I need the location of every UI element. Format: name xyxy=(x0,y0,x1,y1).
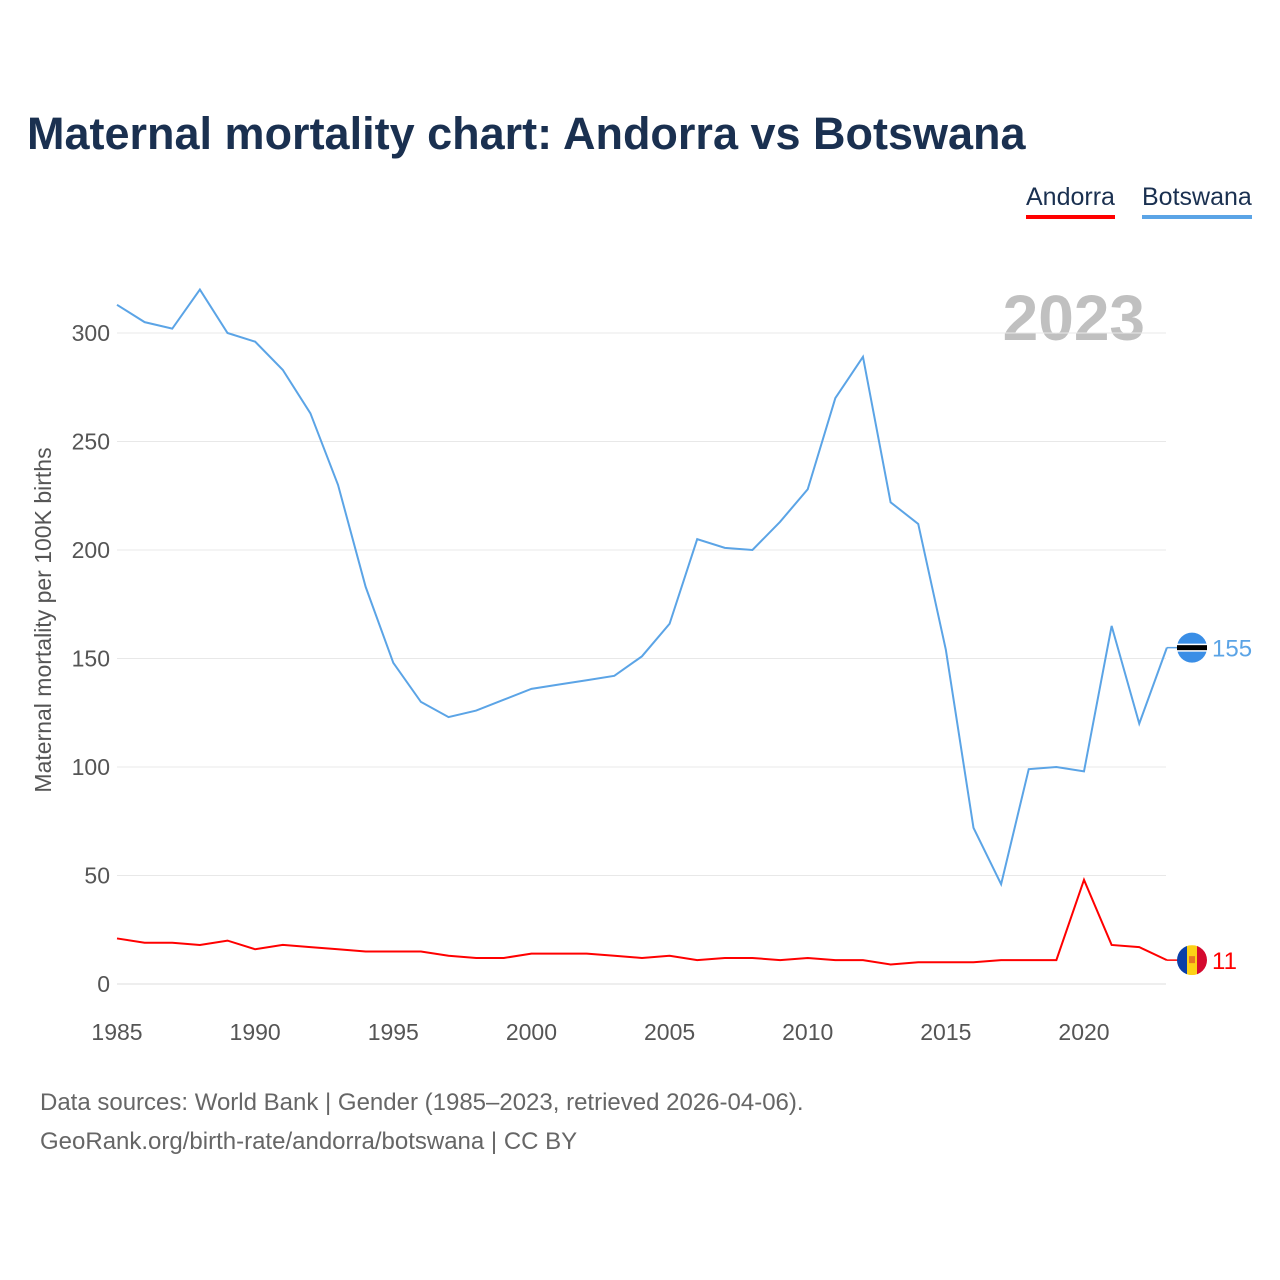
y-tick-label: 300 xyxy=(72,320,110,346)
end-value-andorra: 11 xyxy=(1212,948,1237,975)
x-tick-label: 2015 xyxy=(920,1019,971,1045)
end-value-botswana: 155 xyxy=(1212,636,1252,663)
x-tick-label: 2020 xyxy=(1058,1019,1109,1045)
x-tick-label: 2010 xyxy=(782,1019,833,1045)
flag-botswana-icon xyxy=(1177,632,1207,663)
y-tick-label: 50 xyxy=(84,863,110,889)
y-tick-label: 0 xyxy=(97,971,110,997)
source-line-2[interactable]: GeoRank.org/birth-rate/andorra/botswana … xyxy=(40,1128,578,1155)
year-label: 2023 xyxy=(1003,282,1145,354)
x-tick-label: 2000 xyxy=(506,1019,557,1045)
series-line-andorra xyxy=(116,877,1168,966)
y-axis-label: Maternal mortality per 100K births xyxy=(30,447,56,792)
x-tick-label: 1995 xyxy=(368,1019,419,1045)
y-tick-label: 200 xyxy=(72,537,110,563)
y-tick-label: 100 xyxy=(72,754,110,780)
x-tick-label: 1990 xyxy=(230,1019,281,1045)
y-tick-label: 250 xyxy=(72,429,110,455)
flag-andorra-icon xyxy=(1177,945,1207,976)
legend-andorra[interactable]: Andorra xyxy=(1026,183,1115,219)
x-tick-label: 1985 xyxy=(91,1019,142,1045)
y-tick-label: 150 xyxy=(72,646,110,672)
source-line-1: Data sources: World Bank | Gender (1985–… xyxy=(40,1089,804,1116)
series-line-botswana xyxy=(116,287,1168,888)
x-tick-label: 2005 xyxy=(644,1019,695,1045)
legend-botswana[interactable]: Botswana xyxy=(1142,183,1252,219)
chart-title: Maternal mortality chart: Andorra vs Bot… xyxy=(27,108,1026,159)
